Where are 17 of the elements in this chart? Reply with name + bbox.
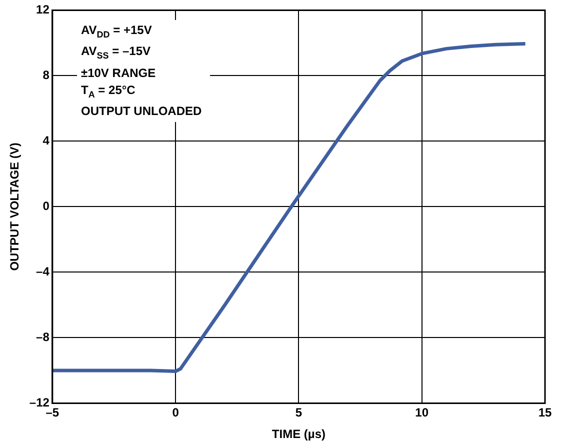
y-axis-title: OUTPUT VOLTAGE (V)	[8, 142, 22, 271]
y-tick-label: –8	[36, 330, 50, 344]
y-tick-label: –4	[36, 264, 50, 279]
x-axis-title: TIME (µs)	[272, 427, 326, 442]
y-tick-label: 4	[42, 134, 50, 148]
annotation: OUTPUT UNLOADED	[81, 103, 202, 120]
annotation: T$_{A}$ = 25°C	[81, 82, 136, 102]
y-tick-label: 12	[36, 2, 50, 17]
annotation: ±10V RANGE	[81, 64, 157, 82]
annotation: AV$_{SS}$ = –15V	[81, 43, 152, 63]
x-tick-label: 5	[295, 406, 302, 420]
y-tick-label: 8	[42, 68, 50, 82]
x-tick-label: 10	[415, 406, 429, 420]
x-tick-label: 0	[172, 406, 180, 420]
x-tick-label: 15	[538, 406, 552, 420]
y-tick-label: 0	[42, 199, 50, 214]
annotation: AV$_{DD}$ = +15V	[81, 22, 153, 42]
